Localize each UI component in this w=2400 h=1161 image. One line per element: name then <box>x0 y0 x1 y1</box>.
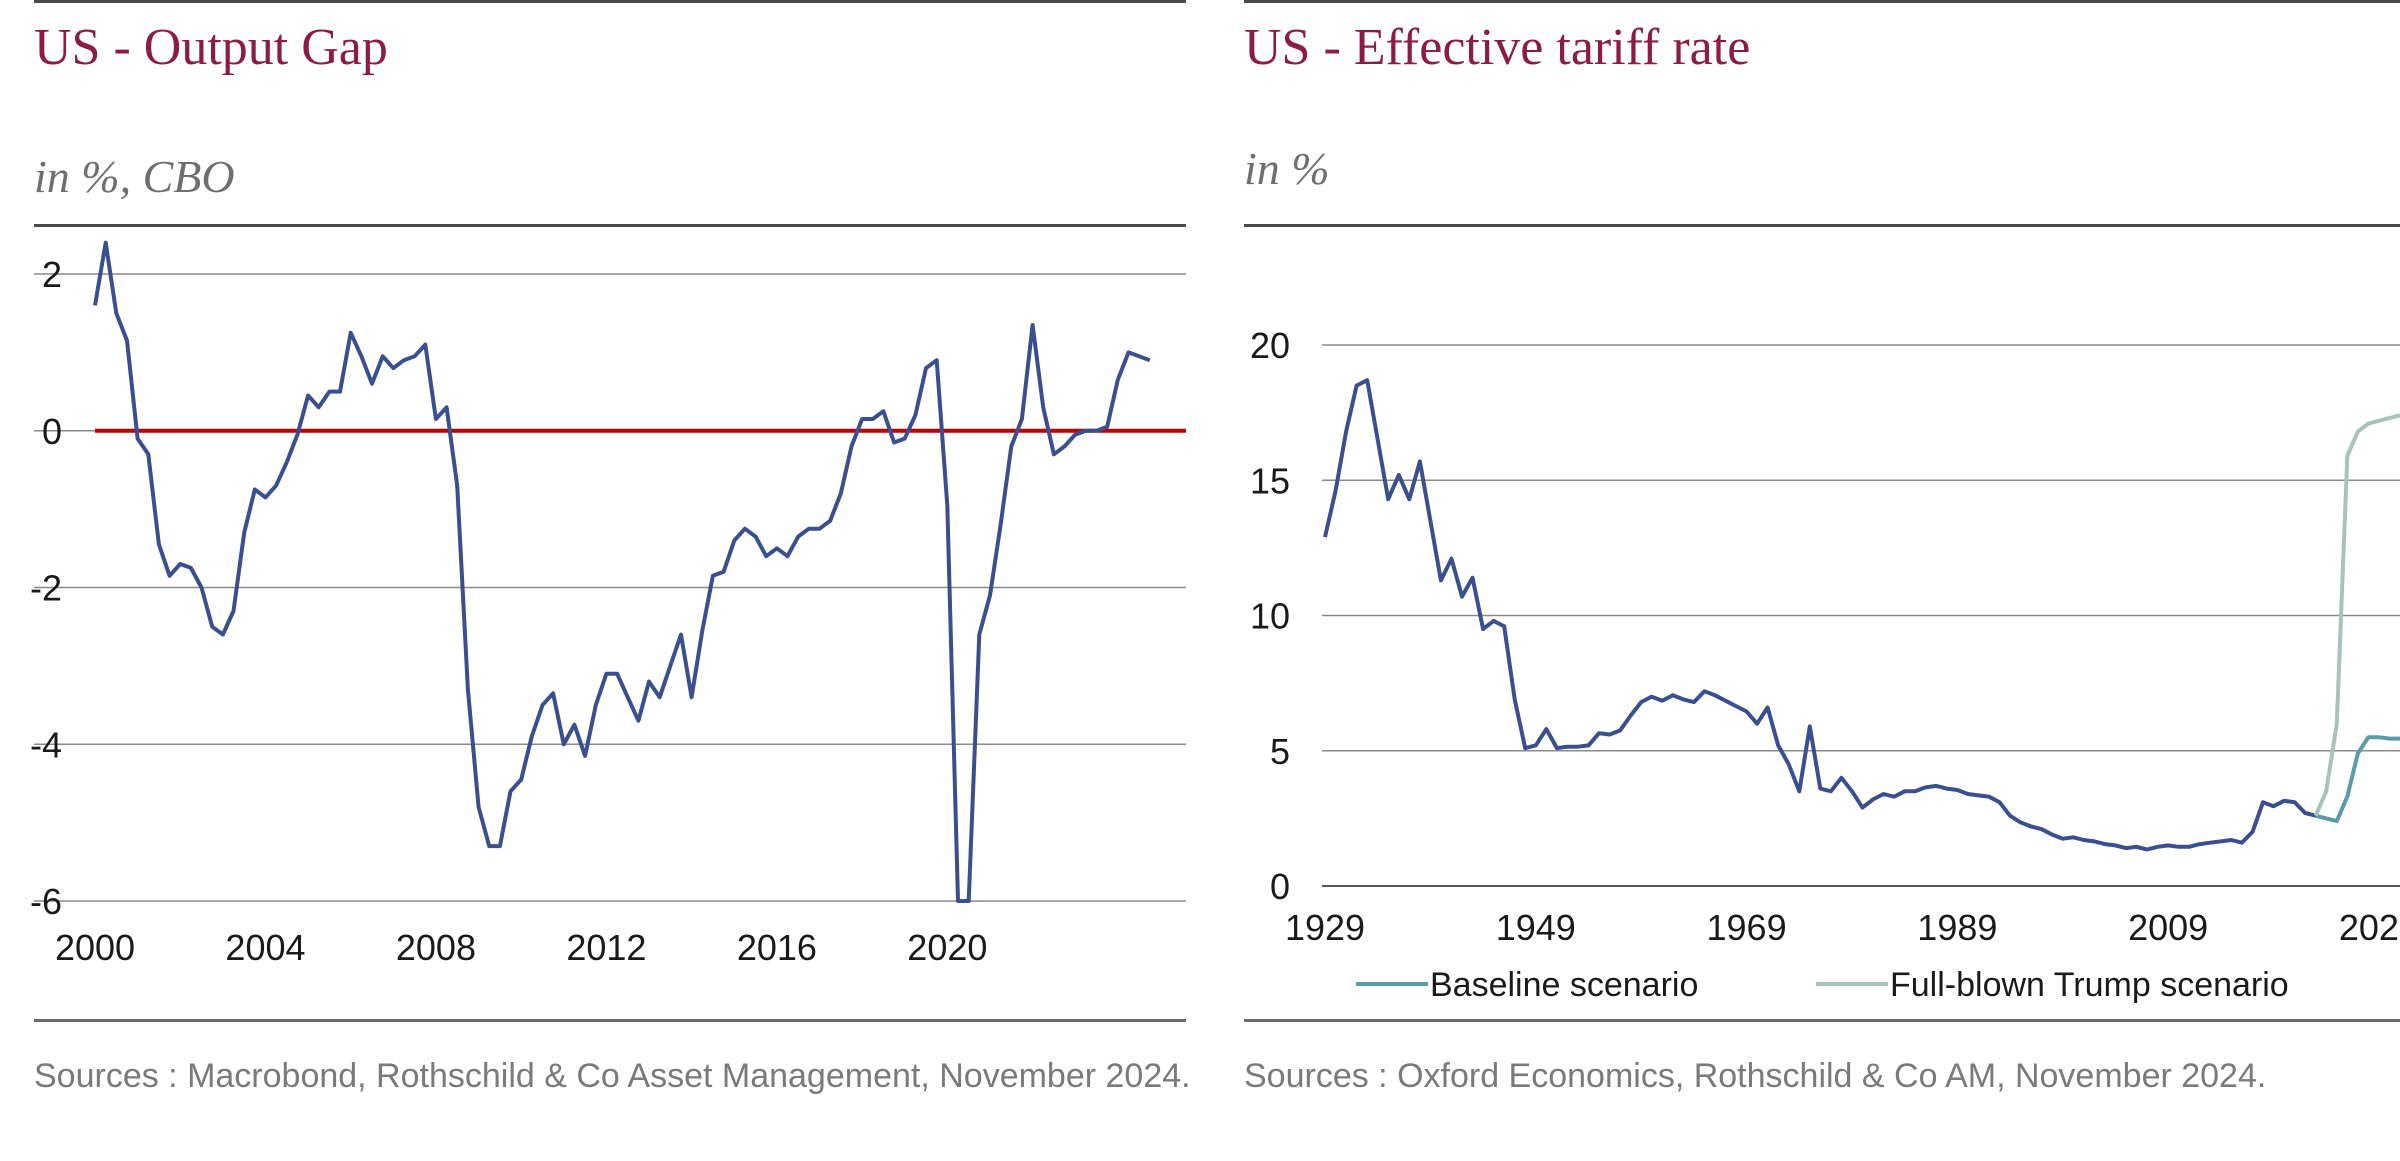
x-tick-label: 2004 <box>225 927 305 968</box>
y-tick-label: 0 <box>1270 866 1290 907</box>
series-line-0 <box>1323 378 2317 852</box>
x-tick-label: 2000 <box>55 927 135 968</box>
legend-label: Full-blown Trump scenario <box>1890 966 2289 1004</box>
y-tick-label: -4 <box>30 724 62 765</box>
source-note: Sources : Macrobond, Rothschild & Co Ass… <box>34 1057 1191 1095</box>
chart-panel-tariff-rate: US - Effective tariff rate in % 20 15 10 5 0… <box>1210 0 2400 1161</box>
y-tick-label: -6 <box>30 881 62 922</box>
chart-subtitle: in % <box>1244 143 1330 194</box>
x-tick-label: 1929 <box>1285 907 1365 948</box>
chart-panel-output-gap: US - Output Gap in %, CBO 2 0 -2 -4 -6 2000 20… <box>30 0 1191 1095</box>
y-tick-label: 20 <box>1250 325 1290 366</box>
x-tick-label: 1969 <box>1707 907 1787 948</box>
y-tick-label: 10 <box>1250 596 1290 637</box>
y-tick-label: 0 <box>42 411 62 452</box>
output-gap-chart: 2 0 -2 -4 -6 2000 2004 2008 2012 2016 2020 <box>30 240 1186 968</box>
x-tick-label: 2008 <box>396 927 476 968</box>
chart-title: US - Output Gap <box>34 19 388 76</box>
header-rule <box>34 224 1186 227</box>
header-rule <box>1244 224 2400 227</box>
y-tick-label: -2 <box>30 568 62 609</box>
y-tick-label: 2 <box>42 254 62 295</box>
x-tick-label: 2009 <box>2128 907 2208 948</box>
x-tick-label: 2016 <box>737 927 817 968</box>
legend-label: Baseline scenario <box>1430 966 1698 1004</box>
chart-title: US - Effective tariff rate <box>1244 19 1751 76</box>
x-tick-label: 1989 <box>1917 907 1997 948</box>
y-tick-label: 15 <box>1250 460 1290 501</box>
top-rule <box>34 0 1186 3</box>
y-tick-label: 5 <box>1270 731 1290 772</box>
x-tick-label: 1949 <box>1496 907 1576 948</box>
series-line-1 <box>2315 735 2400 824</box>
source-note: Sources : Oxford Economics, Rothschild &… <box>1244 1057 2267 1095</box>
chart-subtitle: in %, CBO <box>34 151 235 202</box>
series-line-2 <box>2313 413 2400 817</box>
bottom-rule <box>1244 1019 2400 1022</box>
x-tick-label: 2012 <box>566 927 646 968</box>
top-rule <box>1244 0 2400 3</box>
series-line-0 <box>93 240 1151 903</box>
x-tick-label: 2029 <box>2339 907 2400 948</box>
x-tick-label: 2020 <box>907 927 987 968</box>
bottom-rule <box>34 1019 1186 1022</box>
